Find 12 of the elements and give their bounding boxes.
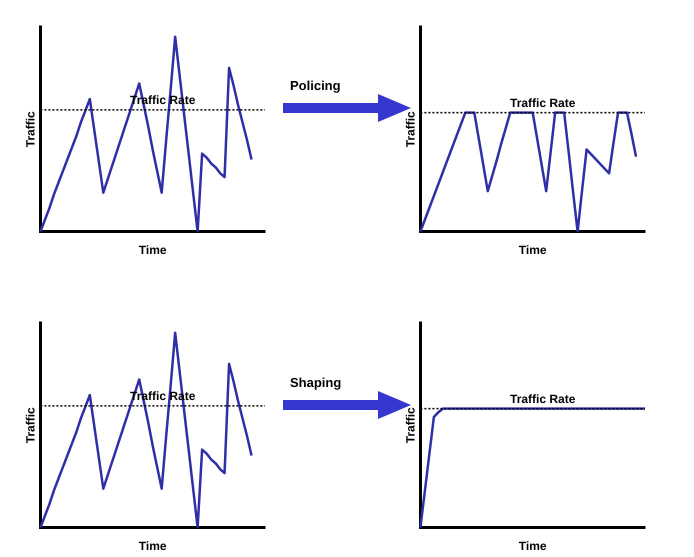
- y-axis-title: Traffic: [404, 110, 418, 148]
- x-axis-title: Time: [518, 539, 547, 554]
- y-axis-title: Traffic: [24, 406, 38, 444]
- ref-line-label: Traffic Rate: [510, 392, 576, 406]
- text: Shaping: [290, 375, 342, 390]
- x-axis-title: Time: [138, 243, 167, 258]
- ref-line-label: Traffic Rate: [510, 96, 576, 110]
- y-axis-title: Traffic: [404, 406, 418, 444]
- y-axis-title: Traffic: [24, 110, 38, 148]
- x-axis-title: Time: [138, 539, 167, 554]
- text: Policing: [290, 78, 341, 93]
- x-axis-title: Time: [518, 243, 547, 258]
